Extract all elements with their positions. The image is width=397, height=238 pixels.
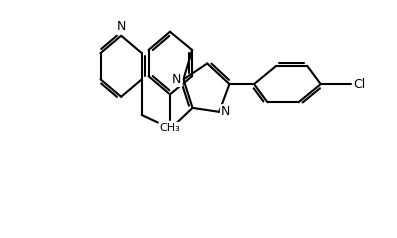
Text: CH₃: CH₃ bbox=[160, 123, 180, 133]
Text: N: N bbox=[116, 20, 126, 33]
Text: N: N bbox=[221, 105, 231, 118]
Text: N: N bbox=[172, 73, 181, 86]
Text: S: S bbox=[167, 122, 175, 135]
Text: Cl: Cl bbox=[353, 78, 366, 91]
